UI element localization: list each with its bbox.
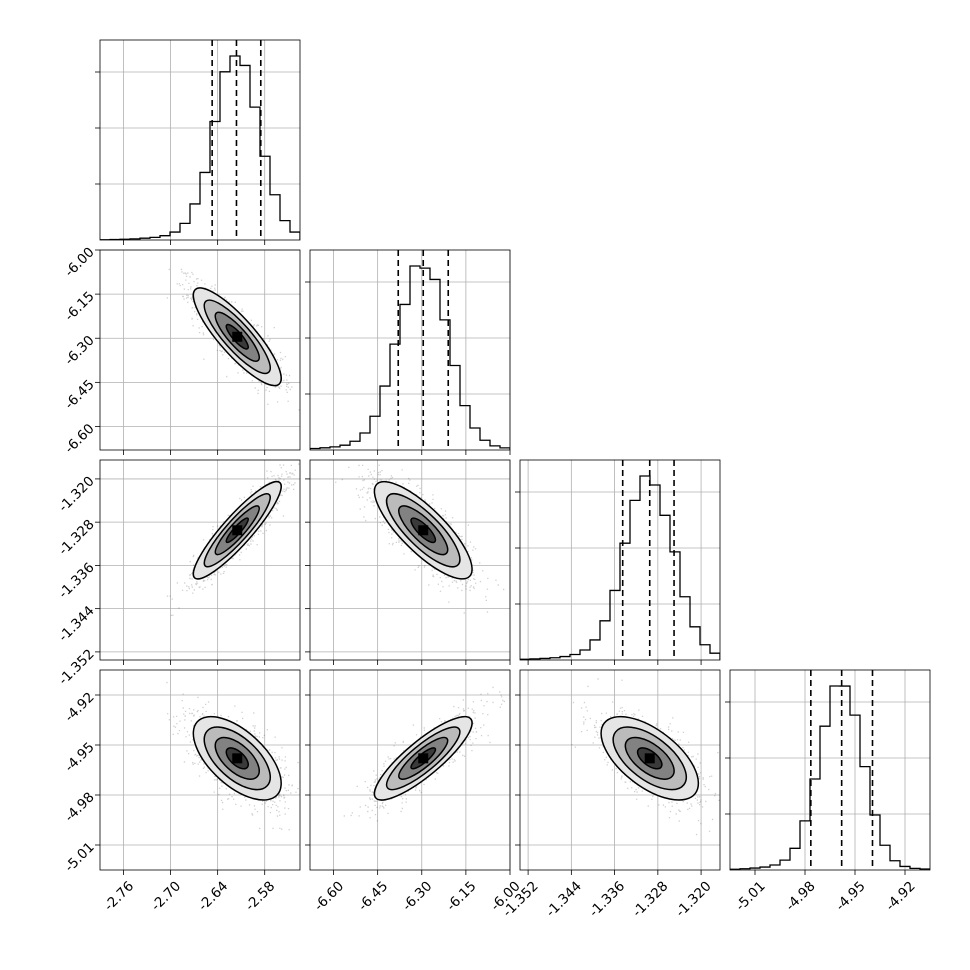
density-peak — [232, 753, 243, 764]
contour-line-3 — [192, 480, 282, 580]
y-tick-label: -6.15 — [62, 288, 98, 324]
panel-frame — [99, 459, 301, 661]
panel-3-0: -5.01 -4.98 -4.95 -4.92 -2.76 -2.70 -2.64 -2.58 — [62, 669, 301, 914]
contour-line-2 — [385, 726, 461, 791]
panel-1-1 — [305, 249, 511, 455]
y-tick-label: -6.60 — [62, 421, 98, 457]
y-tick-label: -1.336 — [56, 560, 98, 602]
scatter-points-3-0 — [166, 681, 300, 831]
contour-line-3 — [373, 715, 473, 801]
y-tick-label: -6.30 — [62, 333, 98, 369]
scatter-points-2-0 — [166, 463, 300, 616]
y-tick-label: -1.344 — [56, 603, 98, 645]
scatter-points-3-2 — [571, 678, 720, 836]
histogram-3 — [730, 685, 930, 870]
x-tick-label: -2.70 — [148, 878, 184, 914]
density-peak — [418, 753, 429, 764]
panel-frame — [519, 669, 721, 871]
panel-2-2 — [515, 459, 721, 665]
x-tick-label: -2.58 — [242, 878, 278, 914]
panel-frame — [519, 459, 721, 661]
panel-frame — [729, 669, 931, 871]
density-peak — [644, 753, 655, 764]
contour-line-3 — [192, 287, 282, 387]
panel-frame — [309, 249, 511, 451]
contour-line-0 — [410, 747, 437, 770]
panel-2-0: -1.352-1.344-1.336-1.328-1.320 — [56, 459, 301, 688]
contour-line-2 — [385, 493, 461, 568]
scatter-points-3-1 — [343, 686, 505, 822]
panel-frame — [99, 669, 301, 871]
contour-line-1 — [398, 736, 449, 780]
contour-line-3 — [373, 480, 473, 580]
panel-3-2: -1.352 -1.344 -1.336 -1.328 -1.320 — [500, 669, 721, 920]
histogram-0 — [100, 55, 300, 240]
panel-1-0: -6.60 -6.45 -6.30 -6.15 -6.00 — [62, 244, 301, 457]
contour-line-0 — [225, 323, 249, 350]
panel-3-1: -6.60 -6.45 -6.30 -6.15 -6.00 — [305, 669, 524, 914]
contour-line-0 — [410, 517, 437, 544]
density-peak — [232, 331, 243, 342]
x-tick-label: -4.98 — [783, 878, 819, 914]
y-tick-label: -1.320 — [56, 473, 98, 515]
x-tick-label: -6.60 — [311, 878, 347, 914]
x-tick-label: -1.344 — [543, 878, 585, 920]
y-tick-label: -4.92 — [62, 689, 98, 725]
contour-line-2 — [203, 726, 271, 791]
contour-line-2 — [203, 299, 271, 375]
contour-line-2 — [612, 726, 687, 791]
y-tick-label: -1.352 — [56, 646, 98, 688]
scatter-points-1-0 — [166, 268, 300, 411]
histogram-2 — [520, 475, 720, 660]
contour-line-1 — [214, 736, 260, 780]
panel-frame — [309, 669, 511, 871]
contour-line-0 — [636, 747, 663, 770]
panel-3-3: -5.01 -4.98 -4.95 -4.92 — [725, 669, 931, 914]
panel-2-1 — [305, 459, 511, 665]
contour-line-1 — [624, 736, 675, 780]
x-tick-label: -6.15 — [443, 878, 479, 914]
contour-line-0 — [225, 517, 249, 544]
y-tick-label: -6.00 — [62, 244, 98, 280]
x-tick-label: -6.30 — [399, 878, 435, 914]
x-tick-label: -1.336 — [586, 878, 628, 920]
density-peak — [418, 525, 429, 536]
y-tick-label: -4.95 — [62, 739, 98, 775]
panel-frame — [99, 39, 301, 241]
x-tick-label: -5.01 — [733, 878, 769, 914]
x-tick-label: -2.76 — [101, 878, 137, 914]
density-peak — [232, 525, 243, 536]
x-tick-label: -1.328 — [629, 878, 671, 920]
panel-frame — [309, 459, 511, 661]
x-tick-label: -4.92 — [883, 878, 919, 914]
y-tick-label: -4.98 — [62, 789, 98, 825]
x-tick-label: -2.64 — [195, 878, 231, 914]
scatter-points-2-1 — [335, 464, 505, 614]
y-tick-label: -1.328 — [56, 517, 98, 559]
x-tick-label: -4.95 — [833, 878, 869, 914]
panel-frame — [99, 249, 301, 451]
contour-line-2 — [203, 493, 271, 568]
contour-line-3 — [600, 715, 700, 801]
x-tick-label: -6.45 — [355, 878, 391, 914]
x-tick-label: -1.320 — [673, 878, 715, 920]
contour-line-1 — [214, 505, 260, 556]
histogram-1 — [310, 265, 510, 450]
panel-0-0 — [95, 39, 301, 245]
contour-line-3 — [192, 715, 282, 801]
contour-line-0 — [225, 747, 249, 770]
y-tick-label: -5.01 — [62, 839, 98, 875]
contour-line-1 — [214, 311, 260, 362]
contour-line-1 — [398, 505, 449, 556]
y-tick-label: -6.45 — [62, 377, 98, 413]
